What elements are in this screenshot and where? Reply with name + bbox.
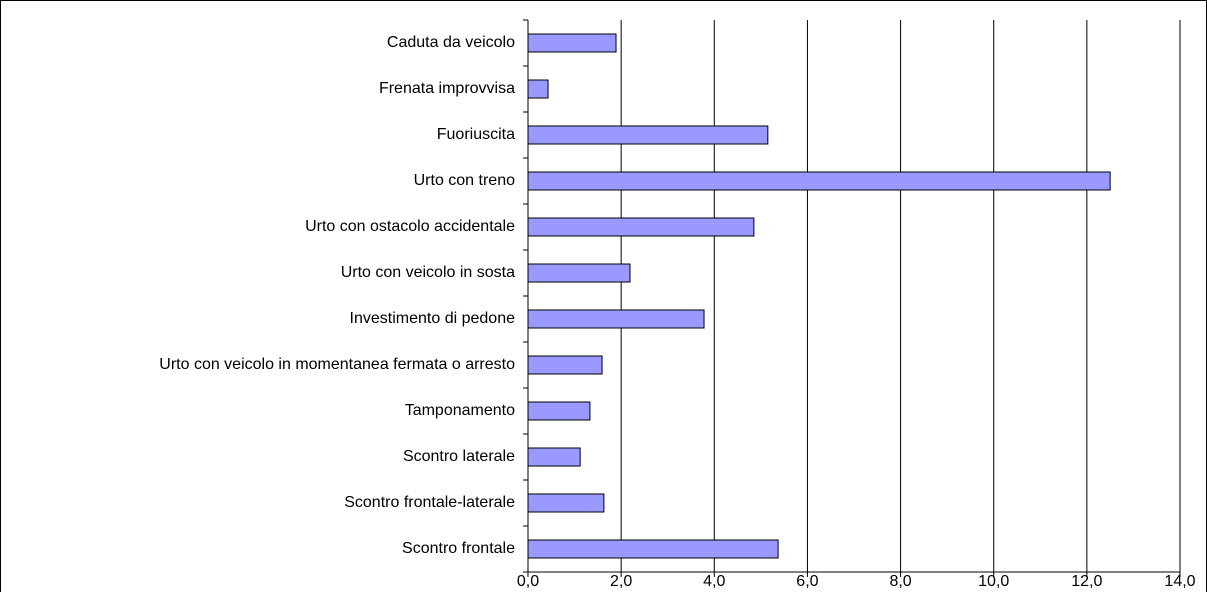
y-tick-label: Investimento di pedone bbox=[350, 310, 516, 327]
bar bbox=[527, 493, 605, 513]
x-tick-label: 0,0 bbox=[517, 573, 539, 590]
bar bbox=[527, 355, 603, 375]
y-tick-label: Fuoriuscita bbox=[437, 126, 515, 143]
bar bbox=[527, 79, 549, 99]
bar bbox=[527, 447, 581, 467]
bar bbox=[527, 125, 769, 145]
bar bbox=[527, 171, 1111, 191]
x-tick-label: 2,0 bbox=[610, 573, 632, 590]
y-tick-label: Frenata improvvisa bbox=[379, 80, 515, 97]
bar bbox=[527, 309, 705, 329]
y-tick-label: Scontro laterale bbox=[403, 448, 515, 465]
bar bbox=[527, 401, 591, 421]
x-tick-label: 4,0 bbox=[703, 573, 725, 590]
y-tick-label: Caduta da veicolo bbox=[387, 34, 515, 51]
bar bbox=[527, 539, 779, 559]
y-tick-label: Urto con ostacolo accidentale bbox=[305, 218, 515, 235]
y-tick-label: Urto con veicolo in momentanea fermata o… bbox=[159, 356, 515, 373]
x-tick-label: 8,0 bbox=[889, 573, 911, 590]
x-tick-label: 14,0 bbox=[1164, 573, 1195, 590]
bar bbox=[527, 263, 631, 283]
y-tick-label: Urto con veicolo in sosta bbox=[341, 264, 515, 281]
bar bbox=[527, 33, 617, 53]
y-tick-label: Urto con treno bbox=[414, 172, 515, 189]
y-tick-label: Scontro frontale bbox=[402, 540, 515, 557]
bar bbox=[527, 217, 755, 237]
y-tick-label: Tamponamento bbox=[405, 402, 515, 419]
x-tick-label: 12,0 bbox=[1071, 573, 1102, 590]
x-tick-label: 6,0 bbox=[796, 573, 818, 590]
y-tick-label: Scontro frontale-laterale bbox=[344, 494, 515, 511]
x-tick-label: 10,0 bbox=[978, 573, 1009, 590]
